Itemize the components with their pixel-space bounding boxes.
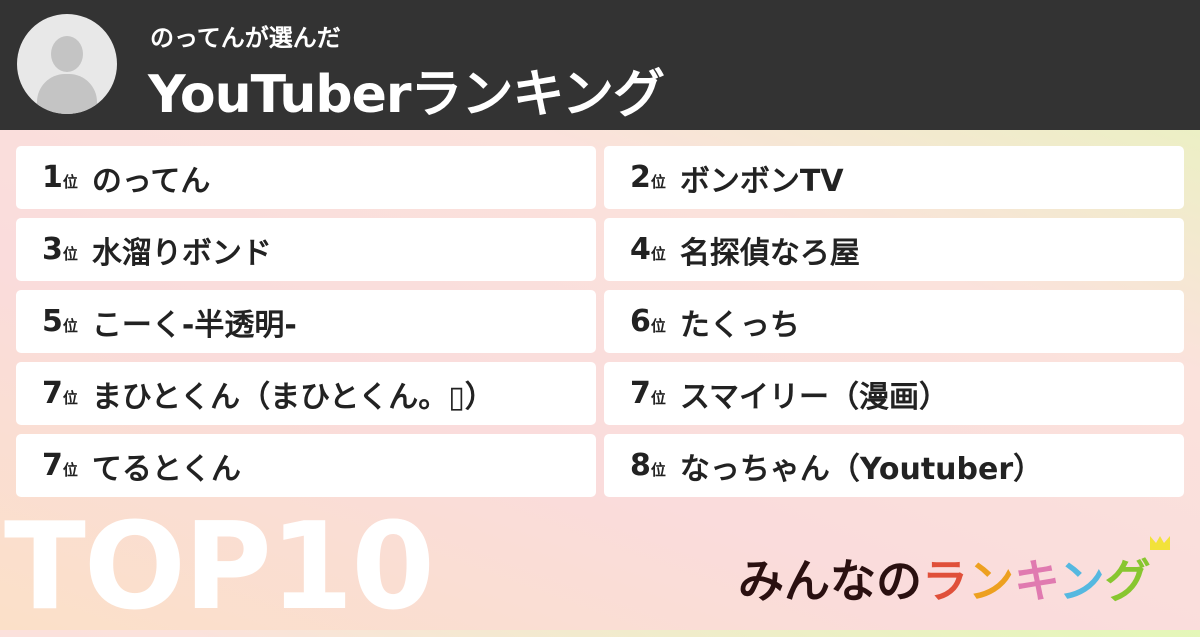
rank-number: 3位 — [42, 232, 78, 267]
rank-number: 2位 — [630, 160, 666, 195]
logo-char: ン — [1058, 554, 1105, 608]
site-logo[interactable]: みんなのランキング — [738, 545, 1151, 611]
item-name: 水溜りボンド — [91, 235, 272, 271]
avatar[interactable] — [17, 14, 117, 114]
item-name: たくっち — [679, 307, 800, 343]
item-name: てるとくん — [91, 451, 241, 487]
rank-number: 7位 — [42, 448, 78, 483]
rank-number: 5位 — [42, 304, 78, 339]
list-item[interactable]: 2位 ボンボンTV — [604, 146, 1184, 209]
list-item[interactable]: 7位 てるとくん — [16, 434, 596, 497]
item-name: ボンボンTV — [679, 163, 844, 199]
ranking-list: 1位 のってん 2位 ボンボンTV 3位 水溜りボンド 4位 名探偵なろ屋 5位 こーく-半透明-… — [16, 146, 1184, 497]
logo-char: ン — [968, 554, 1014, 608]
top10-label: TOP10 — [4, 498, 435, 637]
item-name: まひとくん（まひとくん。▯） — [91, 379, 495, 415]
logo-char: キ — [1014, 554, 1059, 608]
page-title: YouTuberランキング — [148, 65, 665, 125]
list-item[interactable]: 1位 のってん — [16, 146, 596, 209]
item-name: なっちゃん（Youtuber） — [679, 451, 1044, 487]
list-item[interactable]: 5位 こーく-半透明- — [16, 290, 596, 353]
rank-number: 8位 — [630, 448, 666, 483]
list-item[interactable]: 7位 まひとくん（まひとくん。▯） — [16, 362, 596, 425]
rank-number: 6位 — [630, 304, 666, 339]
item-name: 名探偵なろ屋 — [679, 235, 860, 271]
list-item[interactable]: 7位 スマイリー（漫画） — [604, 362, 1184, 425]
list-item[interactable]: 3位 水溜りボンド — [16, 218, 596, 281]
logo-text: みんなの — [738, 554, 922, 608]
item-name: スマイリー（漫画） — [679, 379, 949, 415]
header: のってんが選んだ YouTuberランキング — [0, 0, 1200, 130]
item-name: こーく-半透明- — [91, 307, 297, 343]
logo-char: グ — [1104, 554, 1151, 608]
rank-number: 7位 — [42, 376, 78, 411]
rank-number: 1位 — [42, 160, 78, 195]
list-item[interactable]: 4位 名探偵なろ屋 — [604, 218, 1184, 281]
list-item[interactable]: 6位 たくっち — [604, 290, 1184, 353]
rank-number: 4位 — [630, 232, 666, 267]
rank-number: 7位 — [630, 376, 666, 411]
item-name: のってん — [91, 163, 211, 199]
crown-icon — [1150, 536, 1170, 550]
list-item[interactable]: 8位 なっちゃん（Youtuber） — [604, 434, 1184, 497]
subtitle: のってんが選んだ — [150, 24, 341, 52]
logo-char: ラ — [922, 554, 968, 608]
